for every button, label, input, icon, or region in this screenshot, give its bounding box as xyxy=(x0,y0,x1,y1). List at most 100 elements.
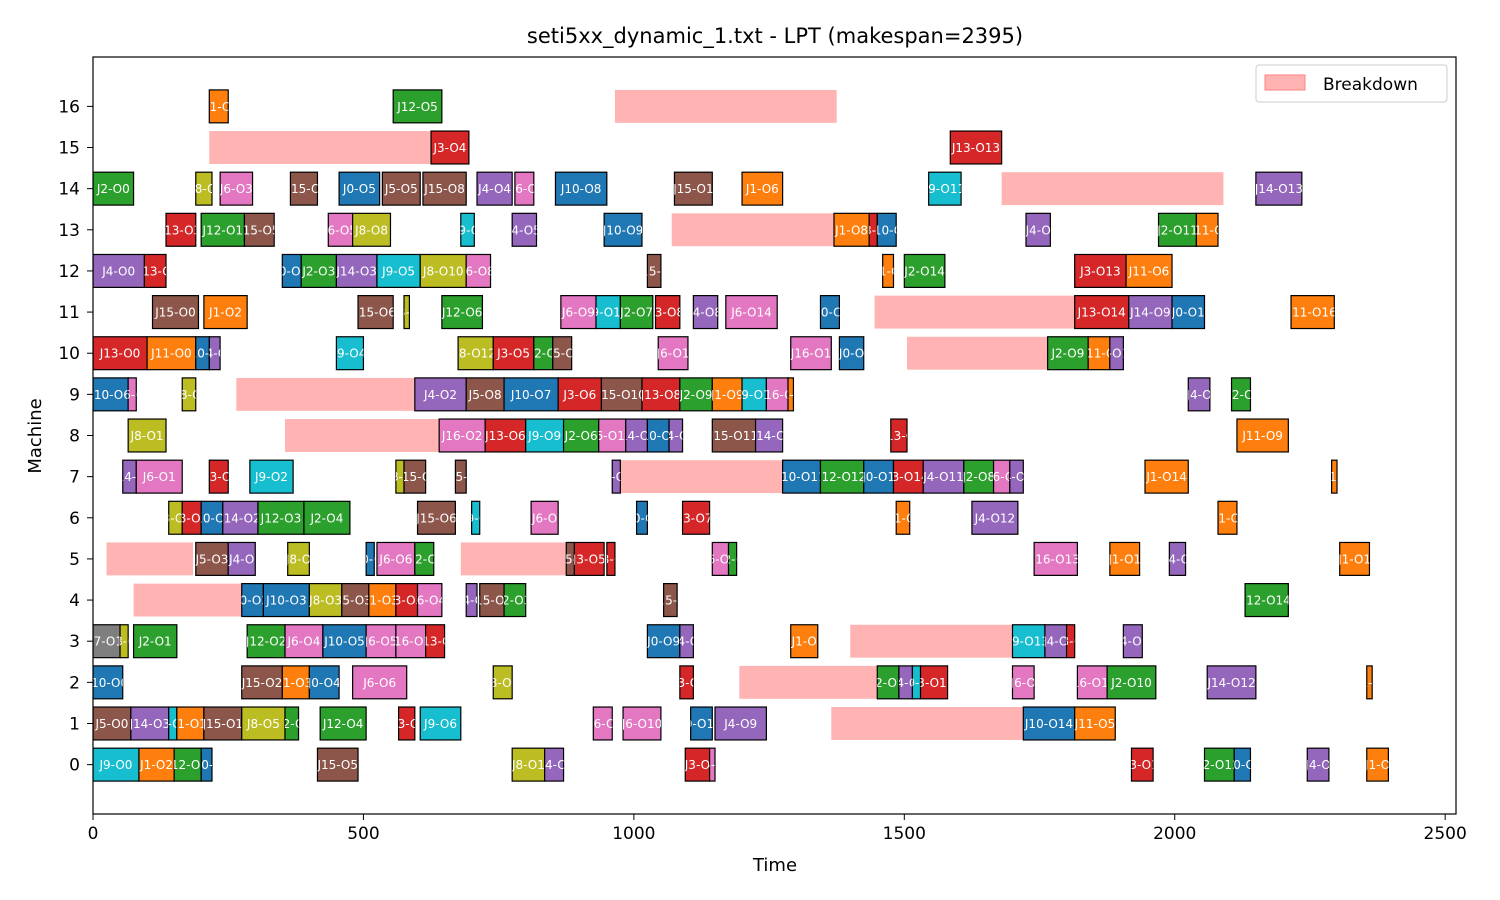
operation-rect xyxy=(200,747,213,782)
operation-bar: J13-O8 xyxy=(641,377,681,412)
operation-rect xyxy=(1011,665,1035,700)
operation-rect xyxy=(790,336,832,371)
operation-rect xyxy=(471,500,481,535)
chart-title: seti5xx_dynamic_1.txt - LPT (makespan=23… xyxy=(527,24,1023,49)
operation-label: J15-O xyxy=(653,594,687,608)
operation-rect xyxy=(492,336,535,371)
operation-bar: J9-O2 xyxy=(249,459,294,494)
operation-rect xyxy=(833,212,870,247)
operation-label: J8-O1 xyxy=(511,758,545,772)
operation-rect xyxy=(322,624,367,659)
operation-bar: J1-O xyxy=(790,624,819,659)
operation-label: J4-O xyxy=(228,552,254,566)
operation-bar: J9-O1 xyxy=(737,377,771,412)
operation-label: J12-O1 xyxy=(202,223,244,237)
operation-bar: J15-O xyxy=(454,459,467,494)
operation-bar: J3-O5 xyxy=(492,336,535,371)
operation-label: J4-O4 xyxy=(477,182,511,196)
operation-label: J4-O xyxy=(1042,635,1068,649)
operation-bar: J5-O0 xyxy=(93,706,132,741)
operation-label: J6-O5 xyxy=(364,635,398,649)
operation-bar: J6-O14 xyxy=(725,295,778,330)
operation-label: J10-O1 xyxy=(1221,758,1263,772)
operation-rect xyxy=(422,171,467,206)
operation-label: J0-O10 xyxy=(680,717,722,731)
operation-label: J15-O5 xyxy=(238,223,280,237)
operation-label: J14-O13 xyxy=(1254,182,1303,196)
operation-rect xyxy=(146,336,197,371)
operation-rect xyxy=(1144,459,1189,494)
operation-bar: J13-O3 xyxy=(165,212,197,247)
operation-rect xyxy=(890,418,908,453)
operation-label: J3-O3 xyxy=(389,594,423,608)
operation-bar: J10-O xyxy=(200,747,213,782)
operation-bar: J0-O1 xyxy=(1171,295,1206,330)
operation-rect xyxy=(308,583,343,618)
operation-rect xyxy=(1330,459,1338,494)
y-tick-label: 5 xyxy=(69,550,80,570)
operation-rect xyxy=(525,418,565,453)
operation-label: J1-O14 xyxy=(1145,470,1187,484)
operation-label: J9-O1 xyxy=(737,388,771,402)
operation-rect xyxy=(93,171,135,206)
operation-label: J8-O1 xyxy=(485,676,519,690)
operation-rect xyxy=(511,212,538,247)
operation-bar: J9-O12 xyxy=(595,295,621,330)
operation-rect xyxy=(335,336,365,371)
operation-label: J9-O xyxy=(903,676,929,690)
operation-bar: J2-O8 xyxy=(961,459,995,494)
operation-label: J13-O13 xyxy=(951,141,1000,155)
operation-rect xyxy=(1025,212,1051,247)
x-tick-label: 0 xyxy=(88,824,99,844)
operation-bar: J10-O5 xyxy=(322,624,367,659)
operation-rect xyxy=(673,171,713,206)
operation-bar: J13-O xyxy=(143,253,167,288)
operation-rect xyxy=(1290,295,1335,330)
operation-rect xyxy=(241,665,283,700)
operation-label: J15-O xyxy=(397,470,431,484)
operation-rect xyxy=(419,253,467,288)
operation-bar: J0-O1 xyxy=(863,459,895,494)
operation-bar: J4-O xyxy=(1306,747,1330,782)
operation-bar: J6-O3 xyxy=(219,171,254,206)
operation-rect xyxy=(219,171,254,206)
operation-rect xyxy=(595,295,621,330)
operation-bar: J15-O5 xyxy=(238,212,280,247)
operation-rect xyxy=(1230,377,1252,412)
operation-label: J4-O0 xyxy=(101,264,135,278)
operation-rect xyxy=(892,459,924,494)
operation-label: J9-O2 xyxy=(254,470,288,484)
operation-label: J1-O9 xyxy=(710,388,744,402)
operation-bar: J10-O6 xyxy=(93,377,129,412)
operation-bar: J6-O5 xyxy=(364,624,398,659)
operation-rect xyxy=(690,706,713,741)
operation-bar: J10-O xyxy=(195,336,210,371)
operation-rect xyxy=(511,747,546,782)
operation-label: J5-O5 xyxy=(384,182,418,196)
operation-rect xyxy=(714,706,767,741)
operation-bar: J6-O6 xyxy=(376,541,416,576)
operation-label: J14-O xyxy=(752,429,786,443)
operation-label: J2-O4 xyxy=(309,511,343,525)
operation-bar: J10-O xyxy=(876,212,897,247)
operation-label: J2-O8 xyxy=(961,470,995,484)
operation-rect xyxy=(93,747,140,782)
legend-swatch-breakdown xyxy=(1264,74,1306,91)
operation-bar: J14-O2 xyxy=(222,500,259,535)
operation-bar: J11-O16 xyxy=(1290,295,1335,330)
operation-bar: J4-O12 xyxy=(1109,336,1124,371)
operation-rect xyxy=(635,500,648,535)
operation-label: J8-O xyxy=(175,388,201,402)
operation-label: J4-O8 xyxy=(599,470,633,484)
operation-bar: J6-O1 xyxy=(657,336,689,371)
operation-bar: J9-O6 xyxy=(419,706,462,741)
operation-label: J6-O10 xyxy=(621,717,663,731)
operation-label: J8-O3 xyxy=(308,594,342,608)
operation-bar: J1-O14 xyxy=(1144,459,1189,494)
operation-label: J1-O xyxy=(1364,758,1390,772)
operation-rect xyxy=(419,706,462,741)
operation-rect xyxy=(1076,665,1108,700)
operation-label: J13-O xyxy=(418,635,452,649)
